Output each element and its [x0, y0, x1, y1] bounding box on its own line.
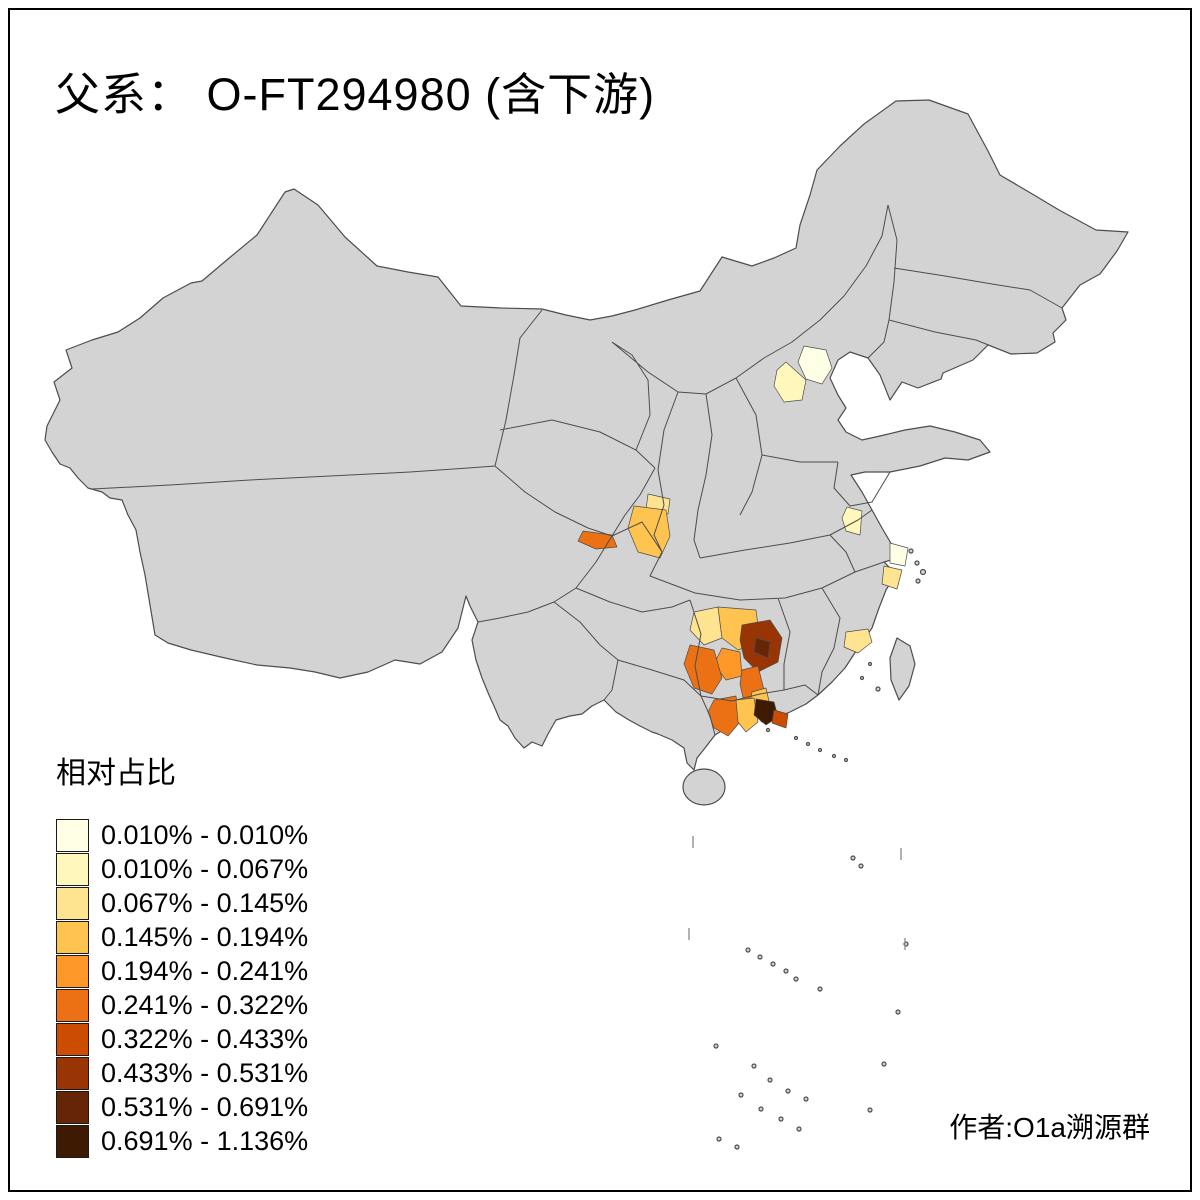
legend-item: 0.010% - 0.010% — [56, 818, 308, 852]
legend-swatch — [56, 920, 89, 954]
map-region-patch — [771, 709, 789, 729]
legend-swatch — [56, 1022, 89, 1056]
legend-swatch — [56, 886, 89, 920]
legend-swatch — [56, 988, 89, 1022]
legend-item: 0.433% - 0.531% — [56, 1056, 308, 1090]
legend-swatch — [56, 1124, 89, 1158]
legend-label: 0.691% - 1.136% — [101, 1125, 309, 1156]
choropleth-patches — [577, 345, 909, 737]
legend-label: 0.241% - 0.322% — [101, 989, 309, 1020]
map-region-patch — [735, 697, 759, 733]
legend-item: 0.241% - 0.322% — [56, 988, 308, 1022]
legend-label: 0.145% - 0.194% — [101, 921, 309, 952]
sea-boundary-dashes — [688, 836, 906, 950]
legend-swatch — [56, 1090, 89, 1124]
legend-swatch — [56, 954, 89, 988]
legend-label: 0.067% - 0.145% — [101, 887, 309, 918]
map-region-patch — [797, 345, 833, 385]
map-region-patch — [689, 606, 723, 646]
legend: 相对占比 0.010% - 0.010% 0.010% - 0.067% 0.0… — [56, 748, 308, 1158]
mainland-outline — [44, 99, 1129, 771]
map-region-patch — [843, 628, 873, 654]
map-region-patch — [841, 506, 863, 536]
hainan-island — [682, 768, 726, 806]
legend-item: 0.531% - 0.691% — [56, 1090, 308, 1124]
page-title: 父系： O-FT294980 (含下游) — [55, 69, 656, 120]
province-boundaries — [91, 204, 1063, 736]
legend-swatch — [56, 818, 89, 852]
legend-swatch — [56, 852, 89, 886]
legend-item: 0.067% - 0.145% — [56, 886, 308, 920]
legend-label: 0.194% - 0.241% — [101, 955, 309, 986]
legend-swatch — [56, 1056, 89, 1090]
legend-item: 0.691% - 1.136% — [56, 1124, 308, 1158]
legend-label: 0.531% - 0.691% — [101, 1091, 309, 1122]
attribution-text: 作者:O1a溯源群 — [949, 1112, 1150, 1143]
map-region-patch — [889, 542, 909, 567]
legend-label: 0.433% - 0.531% — [101, 1057, 309, 1088]
map-region-patch — [683, 644, 723, 695]
map-region-patch — [773, 361, 807, 403]
legend-item: 0.194% - 0.241% — [56, 954, 308, 988]
map-region-patch — [881, 565, 903, 590]
legend-label: 0.322% - 0.433% — [101, 1023, 309, 1054]
taiwan-island — [889, 637, 916, 701]
coastal-islets — [765, 548, 927, 763]
map-region-patch — [753, 637, 771, 659]
legend-title: 相对占比 — [56, 757, 176, 790]
legend-item: 0.322% - 0.433% — [56, 1022, 308, 1056]
legend-label: 0.010% - 0.067% — [101, 853, 309, 884]
legend-item: 0.010% - 0.067% — [56, 852, 308, 886]
legend-items: 0.010% - 0.010% 0.010% - 0.067% 0.067% -… — [56, 818, 308, 1158]
china-landmass — [44, 99, 1129, 1150]
legend-label: 0.010% - 0.010% — [101, 819, 309, 850]
legend-item: 0.145% - 0.194% — [56, 920, 308, 954]
south-china-sea-islets — [713, 855, 909, 1150]
